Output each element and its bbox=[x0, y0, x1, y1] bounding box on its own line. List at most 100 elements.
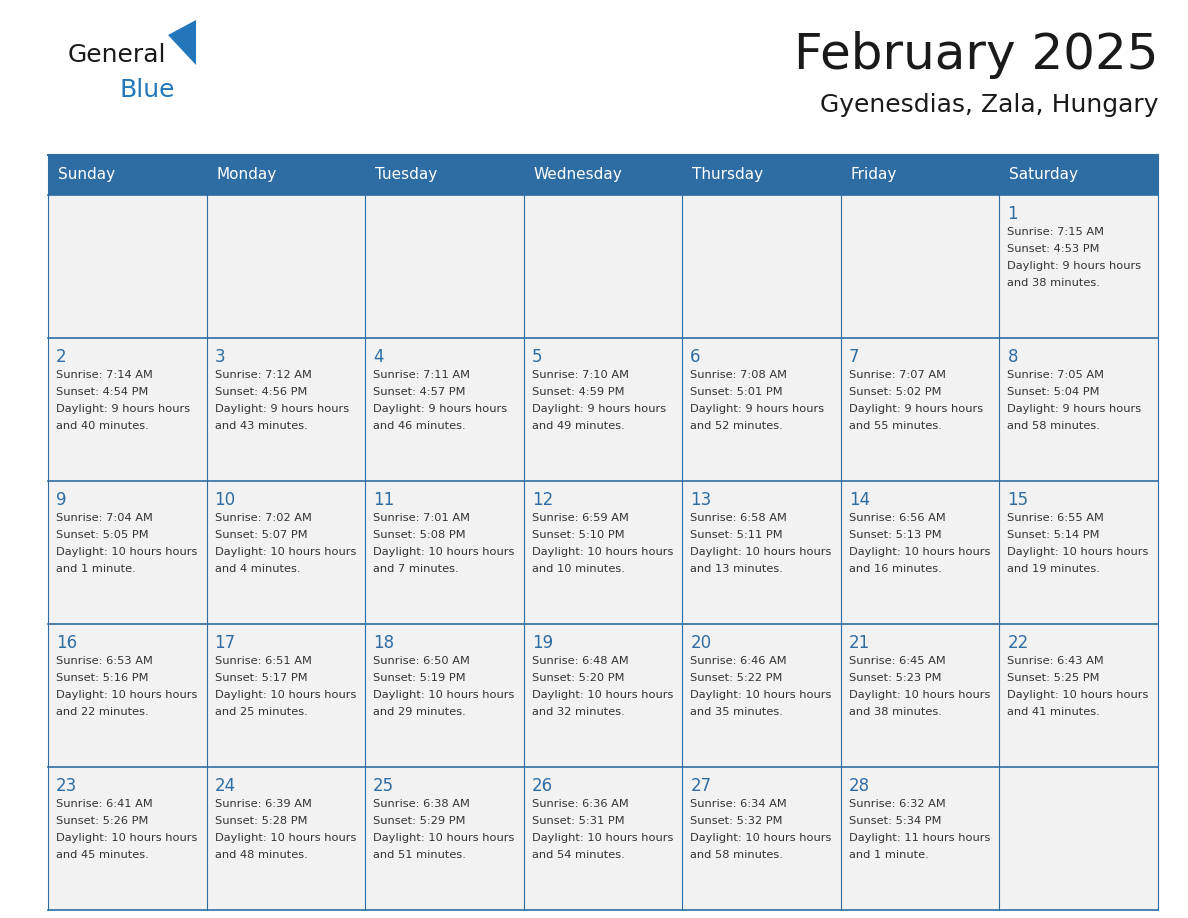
Text: Gyenesdias, Zala, Hungary: Gyenesdias, Zala, Hungary bbox=[820, 93, 1158, 117]
Text: Daylight: 10 hours hours: Daylight: 10 hours hours bbox=[1007, 690, 1149, 700]
Text: Sunset: 5:05 PM: Sunset: 5:05 PM bbox=[56, 530, 148, 540]
Text: and 19 minutes.: and 19 minutes. bbox=[1007, 564, 1100, 574]
Text: Sunset: 5:07 PM: Sunset: 5:07 PM bbox=[215, 530, 308, 540]
Bar bbox=[999, 195, 1158, 338]
Text: Daylight: 10 hours hours: Daylight: 10 hours hours bbox=[532, 547, 674, 557]
Text: Sunrise: 6:34 AM: Sunrise: 6:34 AM bbox=[690, 799, 786, 809]
Text: 11: 11 bbox=[373, 491, 394, 509]
Text: Sunrise: 6:55 AM: Sunrise: 6:55 AM bbox=[1007, 513, 1105, 523]
Text: and 13 minutes.: and 13 minutes. bbox=[690, 564, 783, 574]
Bar bbox=[207, 338, 365, 481]
Text: Sunrise: 6:45 AM: Sunrise: 6:45 AM bbox=[849, 656, 946, 666]
Text: and 10 minutes.: and 10 minutes. bbox=[532, 564, 625, 574]
Bar bbox=[48, 481, 207, 624]
Text: and 25 minutes.: and 25 minutes. bbox=[215, 707, 308, 717]
Text: Friday: Friday bbox=[851, 167, 897, 183]
Bar bbox=[524, 338, 682, 481]
Bar bbox=[365, 624, 524, 767]
Text: and 55 minutes.: and 55 minutes. bbox=[849, 421, 942, 431]
Text: and 43 minutes.: and 43 minutes. bbox=[215, 421, 308, 431]
Text: Daylight: 9 hours hours: Daylight: 9 hours hours bbox=[215, 404, 349, 414]
Bar bbox=[48, 624, 207, 767]
Text: Sunrise: 6:43 AM: Sunrise: 6:43 AM bbox=[1007, 656, 1104, 666]
Text: Daylight: 11 hours hours: Daylight: 11 hours hours bbox=[849, 833, 991, 843]
Text: Daylight: 10 hours hours: Daylight: 10 hours hours bbox=[690, 833, 832, 843]
Bar bbox=[682, 767, 841, 910]
Text: Sunrise: 6:59 AM: Sunrise: 6:59 AM bbox=[532, 513, 628, 523]
Text: 28: 28 bbox=[849, 777, 870, 795]
Text: Sunrise: 7:10 AM: Sunrise: 7:10 AM bbox=[532, 370, 628, 380]
Text: Sunrise: 7:02 AM: Sunrise: 7:02 AM bbox=[215, 513, 311, 523]
Text: Sunset: 4:59 PM: Sunset: 4:59 PM bbox=[532, 387, 624, 397]
Text: Sunrise: 7:12 AM: Sunrise: 7:12 AM bbox=[215, 370, 311, 380]
Bar bbox=[524, 481, 682, 624]
Text: 12: 12 bbox=[532, 491, 552, 509]
Text: Sunrise: 6:58 AM: Sunrise: 6:58 AM bbox=[690, 513, 788, 523]
Bar bbox=[365, 338, 524, 481]
Bar bbox=[682, 338, 841, 481]
Text: 9: 9 bbox=[56, 491, 67, 509]
Text: Sunset: 5:25 PM: Sunset: 5:25 PM bbox=[1007, 673, 1100, 683]
Text: Daylight: 10 hours hours: Daylight: 10 hours hours bbox=[849, 547, 991, 557]
Text: Sunset: 5:29 PM: Sunset: 5:29 PM bbox=[373, 816, 466, 826]
Bar bbox=[48, 155, 1158, 195]
Text: Daylight: 10 hours hours: Daylight: 10 hours hours bbox=[1007, 547, 1149, 557]
Text: Monday: Monday bbox=[216, 167, 277, 183]
Text: Daylight: 10 hours hours: Daylight: 10 hours hours bbox=[56, 833, 197, 843]
Text: Sunset: 4:57 PM: Sunset: 4:57 PM bbox=[373, 387, 466, 397]
Text: Sunset: 5:20 PM: Sunset: 5:20 PM bbox=[532, 673, 624, 683]
Text: Sunset: 5:34 PM: Sunset: 5:34 PM bbox=[849, 816, 941, 826]
Text: Daylight: 10 hours hours: Daylight: 10 hours hours bbox=[690, 690, 832, 700]
Text: Daylight: 10 hours hours: Daylight: 10 hours hours bbox=[690, 547, 832, 557]
Text: Sunset: 4:54 PM: Sunset: 4:54 PM bbox=[56, 387, 148, 397]
Text: Sunset: 5:22 PM: Sunset: 5:22 PM bbox=[690, 673, 783, 683]
Bar bbox=[841, 767, 999, 910]
Text: Saturday: Saturday bbox=[1010, 167, 1079, 183]
Text: Daylight: 9 hours hours: Daylight: 9 hours hours bbox=[690, 404, 824, 414]
Bar bbox=[999, 624, 1158, 767]
Text: 10: 10 bbox=[215, 491, 235, 509]
Text: Sunset: 4:53 PM: Sunset: 4:53 PM bbox=[1007, 244, 1100, 254]
Text: and 7 minutes.: and 7 minutes. bbox=[373, 564, 459, 574]
Text: and 40 minutes.: and 40 minutes. bbox=[56, 421, 148, 431]
Text: and 49 minutes.: and 49 minutes. bbox=[532, 421, 625, 431]
Text: Sunset: 5:17 PM: Sunset: 5:17 PM bbox=[215, 673, 308, 683]
Text: Daylight: 9 hours hours: Daylight: 9 hours hours bbox=[1007, 261, 1142, 271]
Text: Daylight: 9 hours hours: Daylight: 9 hours hours bbox=[849, 404, 982, 414]
Text: and 41 minutes.: and 41 minutes. bbox=[1007, 707, 1100, 717]
Bar bbox=[682, 195, 841, 338]
Text: Sunrise: 7:11 AM: Sunrise: 7:11 AM bbox=[373, 370, 470, 380]
Text: and 16 minutes.: and 16 minutes. bbox=[849, 564, 942, 574]
Text: Daylight: 10 hours hours: Daylight: 10 hours hours bbox=[849, 690, 991, 700]
Text: Daylight: 10 hours hours: Daylight: 10 hours hours bbox=[215, 833, 356, 843]
Text: 3: 3 bbox=[215, 348, 226, 366]
Bar bbox=[999, 767, 1158, 910]
Text: and 1 minute.: and 1 minute. bbox=[56, 564, 135, 574]
Text: 14: 14 bbox=[849, 491, 870, 509]
Text: Sunrise: 6:51 AM: Sunrise: 6:51 AM bbox=[215, 656, 311, 666]
Text: Sunrise: 7:05 AM: Sunrise: 7:05 AM bbox=[1007, 370, 1105, 380]
Text: 4: 4 bbox=[373, 348, 384, 366]
Text: and 58 minutes.: and 58 minutes. bbox=[1007, 421, 1100, 431]
Text: and 1 minute.: and 1 minute. bbox=[849, 850, 929, 860]
Text: Sunrise: 7:15 AM: Sunrise: 7:15 AM bbox=[1007, 227, 1105, 237]
Text: 25: 25 bbox=[373, 777, 394, 795]
Text: Sunrise: 7:07 AM: Sunrise: 7:07 AM bbox=[849, 370, 946, 380]
Text: Daylight: 10 hours hours: Daylight: 10 hours hours bbox=[215, 690, 356, 700]
Text: and 48 minutes.: and 48 minutes. bbox=[215, 850, 308, 860]
Text: Sunset: 5:14 PM: Sunset: 5:14 PM bbox=[1007, 530, 1100, 540]
Text: Daylight: 9 hours hours: Daylight: 9 hours hours bbox=[532, 404, 665, 414]
Text: Sunrise: 6:53 AM: Sunrise: 6:53 AM bbox=[56, 656, 153, 666]
Text: 24: 24 bbox=[215, 777, 235, 795]
Bar bbox=[524, 195, 682, 338]
Text: Sunrise: 7:08 AM: Sunrise: 7:08 AM bbox=[690, 370, 788, 380]
Text: Wednesday: Wednesday bbox=[533, 167, 623, 183]
Text: Sunrise: 7:01 AM: Sunrise: 7:01 AM bbox=[373, 513, 470, 523]
Text: 21: 21 bbox=[849, 634, 870, 652]
Text: and 22 minutes.: and 22 minutes. bbox=[56, 707, 148, 717]
Text: Daylight: 10 hours hours: Daylight: 10 hours hours bbox=[215, 547, 356, 557]
Text: Sunrise: 6:46 AM: Sunrise: 6:46 AM bbox=[690, 656, 786, 666]
Text: and 38 minutes.: and 38 minutes. bbox=[1007, 278, 1100, 288]
Text: Sunrise: 7:14 AM: Sunrise: 7:14 AM bbox=[56, 370, 153, 380]
Text: and 52 minutes.: and 52 minutes. bbox=[690, 421, 783, 431]
